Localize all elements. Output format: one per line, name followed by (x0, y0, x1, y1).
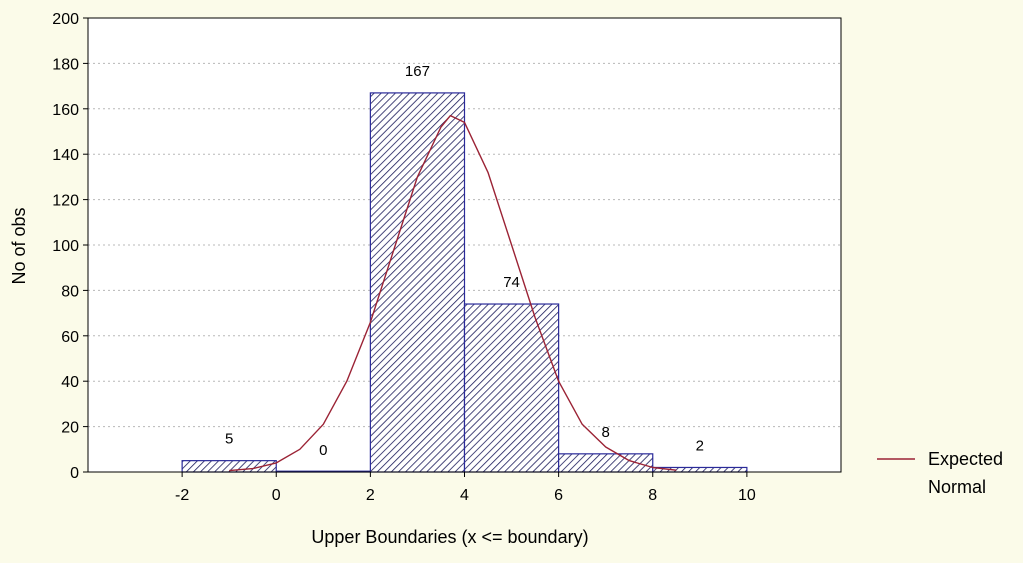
x-tick-label: 10 (738, 487, 756, 504)
x-axis-title: Upper Boundaries (x <= boundary) (311, 527, 588, 547)
y-tick-label: 180 (52, 56, 79, 73)
bar-value-label: 5 (225, 431, 233, 448)
legend: Expected Normal (877, 449, 1003, 497)
y-tick-label: 60 (61, 329, 79, 346)
y-tick-label: 40 (61, 374, 79, 391)
x-tick-label: 0 (272, 487, 281, 504)
histogram-bar (369, 92, 466, 473)
bars (181, 92, 748, 473)
histogram-bar (463, 303, 560, 473)
bar-value-label: 2 (696, 437, 704, 454)
x-tick-label: 8 (648, 487, 657, 504)
legend-label-line-1: Expected (928, 449, 1003, 469)
y-tick-label: 0 (70, 465, 79, 482)
x-tick-label: 4 (460, 487, 469, 504)
bar-value-label: 167 (405, 63, 430, 80)
x-tick-label: 6 (554, 487, 563, 504)
bar-value-label: 0 (319, 442, 327, 459)
legend-label-line-2: Normal (928, 477, 986, 497)
y-axis-title: No of obs (9, 207, 29, 284)
expected-normal-curve-layer (229, 114, 677, 472)
y-tick-label: 120 (52, 193, 79, 210)
bar-value-label: 8 (602, 424, 610, 441)
x-tick-label: 2 (366, 487, 375, 504)
bar-value-label: 74 (503, 274, 520, 291)
y-tick-label: 100 (52, 238, 79, 255)
y-tick-label: 140 (52, 147, 79, 164)
y-tick-label: 200 (52, 11, 79, 28)
y-tick-label: 20 (61, 420, 79, 437)
data-labels: 5 0 167 74 8 2 (225, 63, 704, 459)
x-tick-label: -2 (175, 487, 189, 504)
y-tick-label: 80 (61, 283, 79, 300)
y-tick-label: 160 (52, 102, 79, 119)
expected-normal-curve (229, 114, 677, 472)
